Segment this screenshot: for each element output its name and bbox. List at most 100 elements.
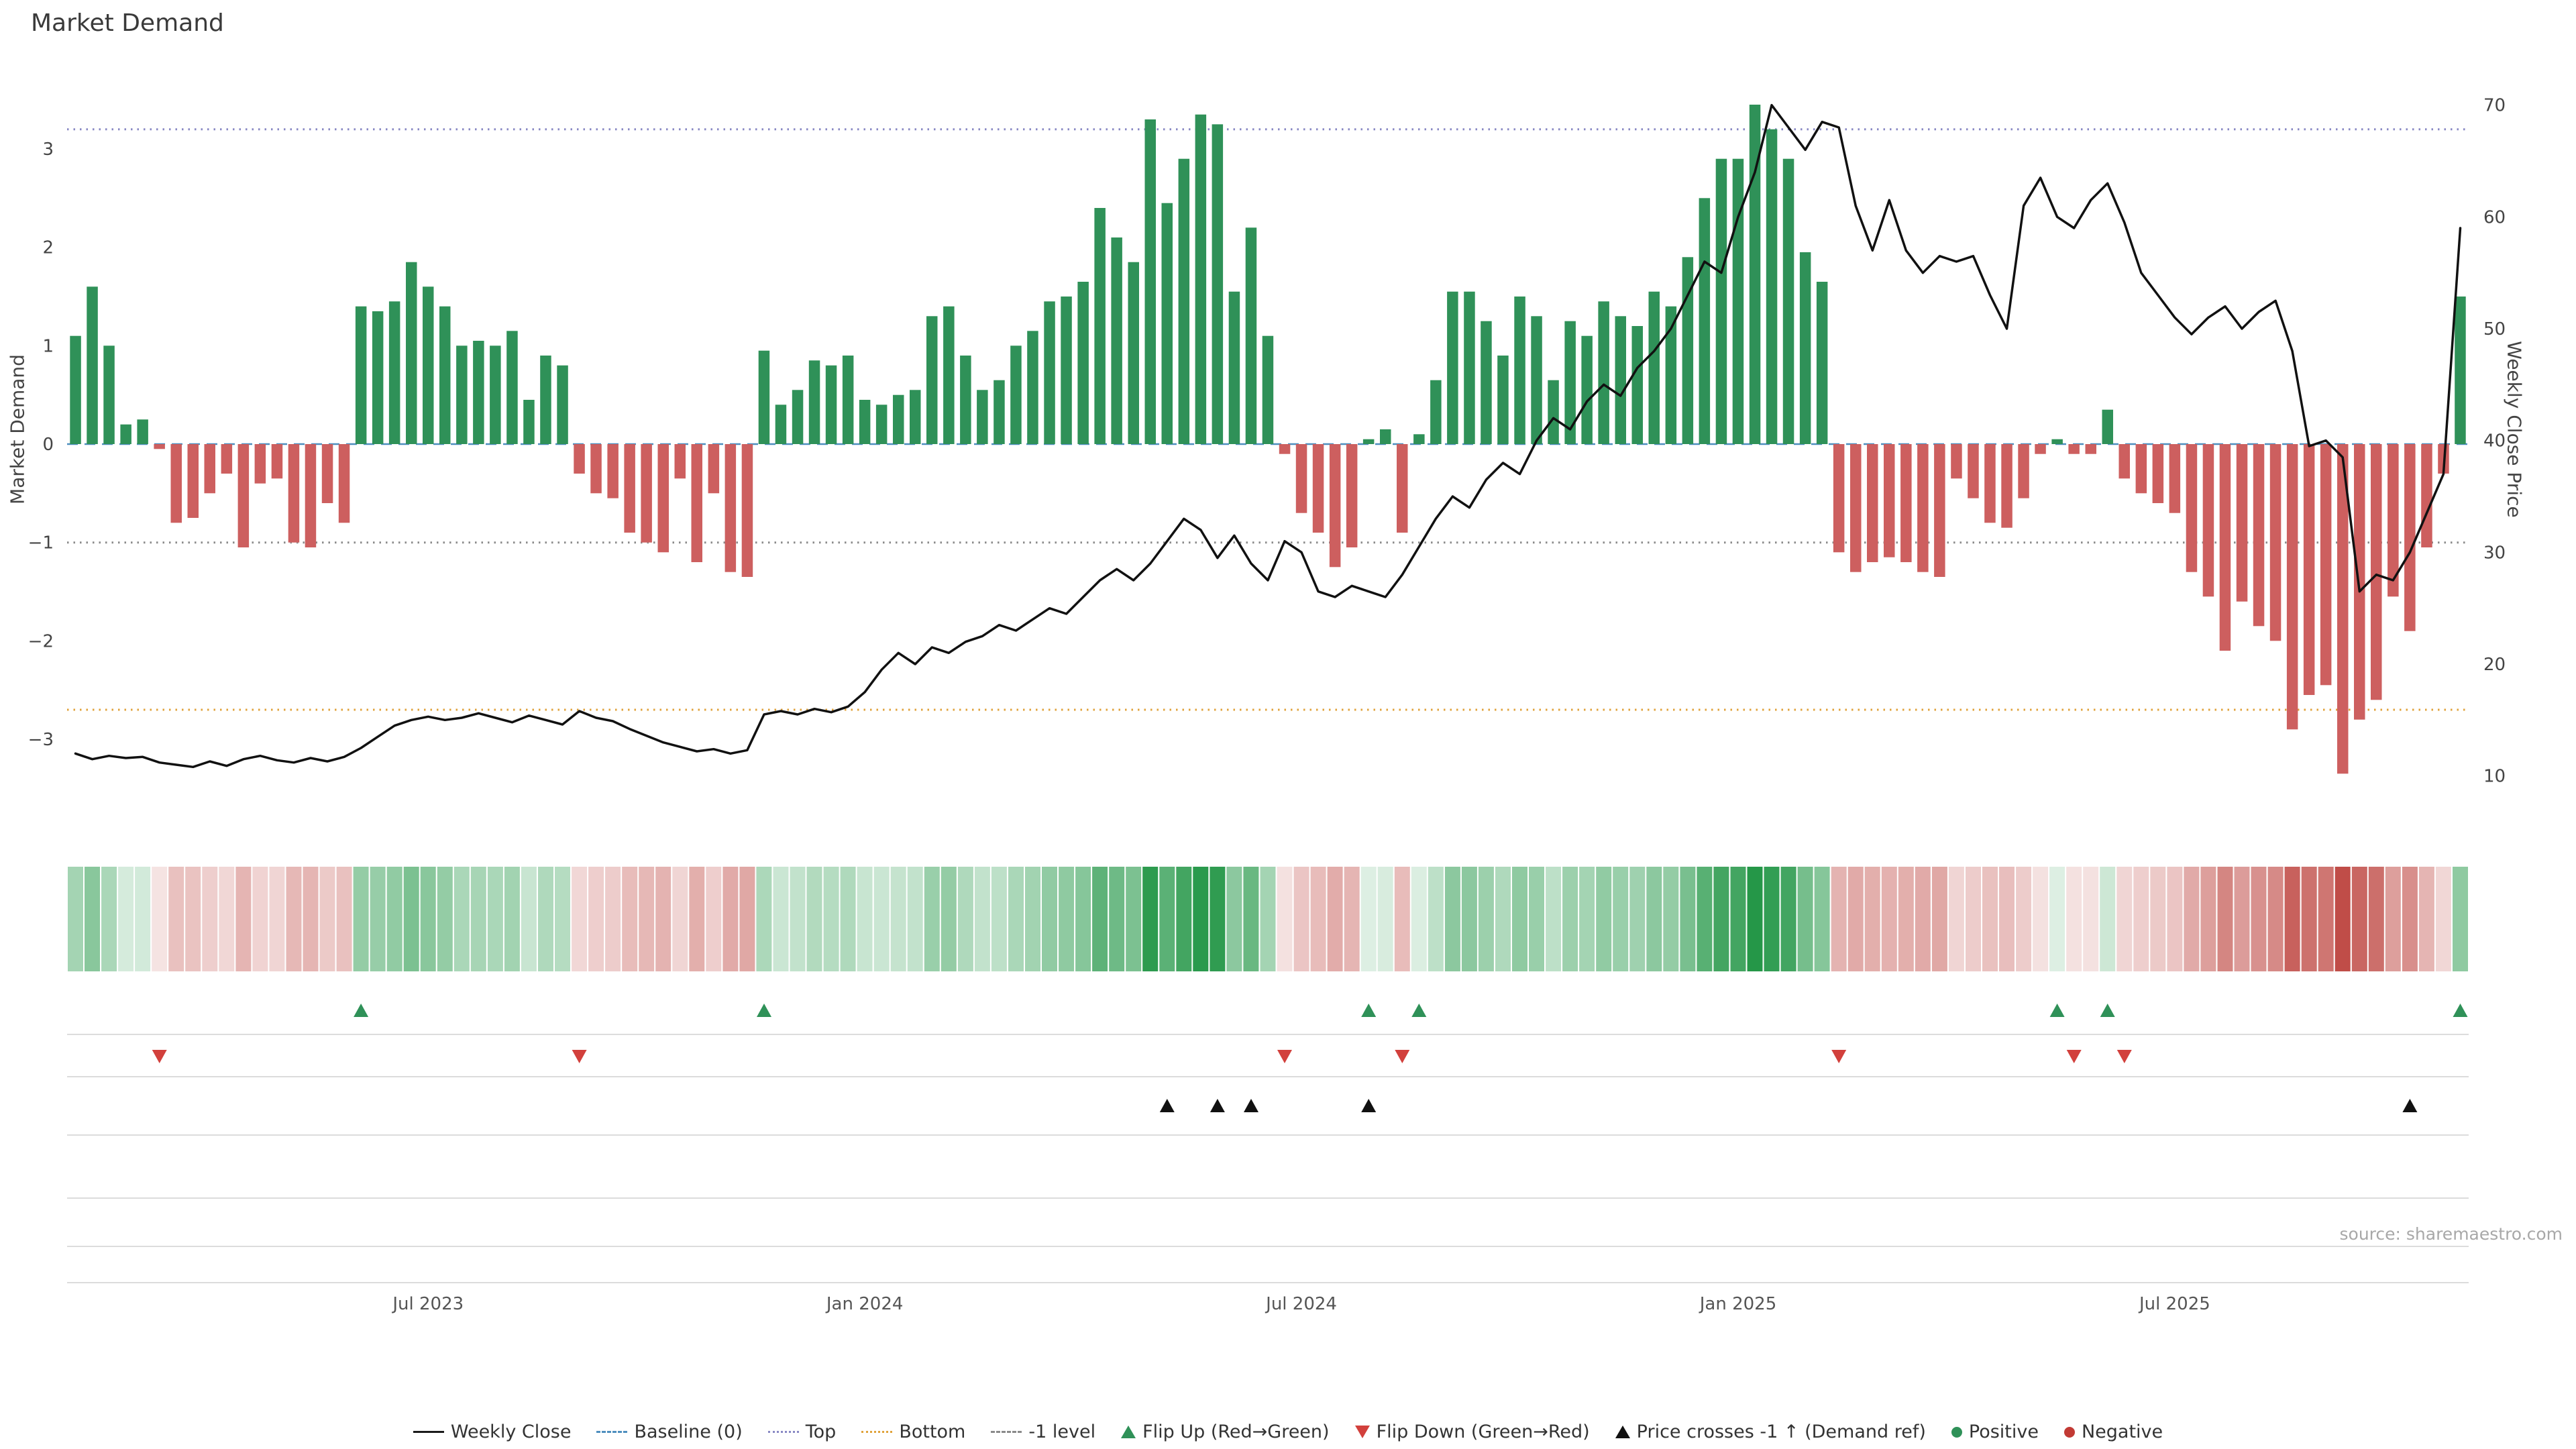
- demand-bar: [1648, 291, 1660, 444]
- heatmap-cell: [135, 867, 151, 971]
- demand-bar: [1161, 203, 1173, 444]
- weekly-close-path: [74, 103, 2462, 769]
- heatmap-cell: [504, 867, 520, 971]
- demand-bar: [154, 444, 165, 449]
- x-axis-tick: Jan 2024: [825, 1294, 904, 1314]
- legend-item-bottom[interactable]: Bottom: [861, 1421, 965, 1442]
- weekly-close-line: [74, 103, 2462, 769]
- heatmap-cell: [756, 867, 772, 971]
- heatmap-cell: [941, 867, 957, 971]
- legend-item-baseline-0[interactable]: Baseline (0): [596, 1421, 743, 1442]
- demand-bar: [473, 341, 484, 444]
- heatmap-cell: [1697, 867, 1713, 971]
- heatmap-cell: [1260, 867, 1276, 971]
- heatmap-cell: [2016, 867, 2032, 971]
- x-axis-tick: Jan 2025: [1699, 1294, 1777, 1314]
- heatmap-cell: [1881, 867, 1897, 971]
- demand-bar: [1362, 439, 1375, 444]
- legend-glyph-tri-down: [1354, 1426, 1370, 1438]
- flip-up-marker: [1411, 1004, 1427, 1017]
- heatmap-cell: [974, 867, 990, 971]
- demand-bar: [271, 444, 283, 479]
- heatmap-cell: [1764, 867, 1780, 971]
- demand-bar: [1833, 444, 1845, 553]
- demand-bar: [1464, 291, 1475, 444]
- legend-label: Bottom: [899, 1421, 966, 1442]
- demand-bar: [1262, 335, 1274, 444]
- left-axis-tick: −3: [28, 730, 54, 750]
- heatmap-cell: [823, 867, 839, 971]
- demand-bar: [943, 306, 955, 444]
- legend-item-weekly-close[interactable]: Weekly Close: [413, 1421, 572, 1442]
- legend-glyph-line-dotted: [767, 1431, 799, 1433]
- heatmap-cell: [2402, 867, 2418, 971]
- legend-item-top[interactable]: Top: [767, 1421, 836, 1442]
- event-markers: [152, 1004, 2468, 1112]
- heatmap-cell: [739, 867, 755, 971]
- demand-bar: [1732, 158, 1744, 444]
- demand-bar: [288, 444, 300, 543]
- heatmap-cell: [2351, 867, 2367, 971]
- heatmap-cell: [453, 867, 470, 971]
- demand-bar: [406, 262, 417, 444]
- right-axis-tick: 20: [2483, 655, 2506, 675]
- demand-bar: [2286, 444, 2298, 730]
- demand-bar: [1346, 444, 1358, 547]
- right-axis-tick: 10: [2483, 767, 2506, 787]
- demand-bar: [120, 424, 131, 444]
- demand-bar: [1228, 291, 1240, 444]
- heatmap-cell: [1377, 867, 1393, 971]
- demand-bar: [2337, 444, 2349, 774]
- demand-bar: [1548, 380, 1559, 444]
- legend-item-flip-up-red-green[interactable]: Flip Up (Red→Green): [1121, 1421, 1330, 1442]
- demand-bar: [1850, 444, 1862, 572]
- legend-item-negative[interactable]: Negative: [2063, 1421, 2163, 1442]
- demand-bar: [87, 286, 98, 444]
- demand-bar: [70, 335, 81, 444]
- left-axis-tick: −1: [28, 533, 54, 553]
- heatmap-cell: [168, 867, 184, 971]
- right-axis-tick: 50: [2483, 319, 2506, 339]
- legend-item-positive[interactable]: Positive: [1951, 1421, 2039, 1442]
- demand-bar: [1615, 316, 1626, 444]
- heatmap-cell: [1059, 867, 1075, 971]
- demand-bar: [490, 345, 501, 444]
- left-axis-tick: 3: [42, 140, 54, 160]
- chart-legend: Weekly Close Baseline (0) Top Bottom -1 leve…: [0, 1421, 2576, 1442]
- heatmap-cell: [1831, 867, 1847, 971]
- legend-item-flip-down-green-red[interactable]: Flip Down (Green→Red): [1354, 1421, 1590, 1442]
- flip-up-marker: [757, 1004, 771, 1017]
- legend-glyph-tri-up: [1121, 1426, 1136, 1438]
- legend-label: Flip Down (Green→Red): [1376, 1421, 1590, 1442]
- heatmap-cell: [1008, 867, 1024, 971]
- heatmap-cell: [2200, 867, 2216, 971]
- heatmap-cell: [1126, 867, 1142, 971]
- flip-up-marker: [2100, 1004, 2115, 1017]
- demand-bar: [758, 350, 770, 444]
- demand-bar: [1900, 444, 1912, 562]
- heatmap-cell: [370, 867, 386, 971]
- legend-item-price-crosses-1-demand-ref[interactable]: Price crosses -1 ↑ (Demand ref): [1615, 1421, 1926, 1442]
- demand-bar: [2035, 444, 2046, 454]
- legend-label: Flip Up (Red→Green): [1142, 1421, 1330, 1442]
- demand-bar: [1782, 158, 1794, 444]
- legend-label: Negative: [2081, 1421, 2163, 1442]
- demand-bar: [1766, 129, 1778, 444]
- right-axis-tick: 60: [2483, 207, 2506, 227]
- demand-bar: [355, 306, 367, 444]
- demand-bar: [1380, 429, 1391, 444]
- price-cross-marker: [1244, 1099, 1258, 1112]
- legend-label: Weekly Close: [450, 1421, 572, 1442]
- heatmap-cell: [1327, 867, 1343, 971]
- demand-bar: [2152, 444, 2164, 503]
- heatmap-cell: [1864, 867, 1880, 971]
- legend-label: -1 level: [1028, 1421, 1096, 1442]
- heatmap-cell: [1226, 867, 1242, 971]
- heatmap-cell: [1293, 867, 1309, 971]
- demand-bar: [893, 394, 904, 444]
- heatmap-cell: [1966, 867, 1981, 971]
- legend-item-1-level[interactable]: -1 level: [991, 1421, 1095, 1442]
- heatmap-cell: [1025, 867, 1040, 971]
- demand-bar: [1044, 301, 1055, 444]
- legend-glyph-dot: [1951, 1426, 1962, 1438]
